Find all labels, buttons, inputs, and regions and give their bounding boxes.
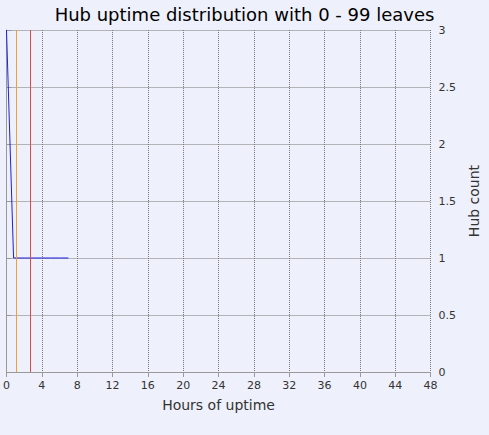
svg-text:16: 16	[141, 379, 155, 392]
svg-text:8: 8	[74, 379, 81, 392]
svg-text:1.5: 1.5	[439, 195, 457, 208]
svg-text:20: 20	[176, 379, 190, 392]
svg-text:32: 32	[282, 379, 296, 392]
svg-text:2: 2	[439, 138, 446, 151]
svg-text:12: 12	[106, 379, 120, 392]
svg-text:36: 36	[318, 379, 332, 392]
svg-text:28: 28	[247, 379, 261, 392]
svg-text:0: 0	[439, 366, 446, 379]
svg-text:0.5: 0.5	[439, 309, 457, 322]
svg-text:Hours of uptime: Hours of uptime	[162, 397, 275, 413]
svg-text:1: 1	[439, 252, 446, 265]
svg-text:4: 4	[38, 379, 45, 392]
svg-text:48: 48	[424, 379, 438, 392]
svg-text:Hub count: Hub count	[466, 164, 482, 237]
svg-text:44: 44	[388, 379, 402, 392]
svg-text:3: 3	[439, 24, 446, 37]
svg-text:40: 40	[353, 379, 367, 392]
svg-text:2.5: 2.5	[439, 81, 457, 94]
svg-text:0: 0	[3, 379, 10, 392]
svg-text:Hub uptime distribution with 0: Hub uptime distribution with 0 - 99 leav…	[55, 4, 435, 25]
svg-text:24: 24	[212, 379, 226, 392]
